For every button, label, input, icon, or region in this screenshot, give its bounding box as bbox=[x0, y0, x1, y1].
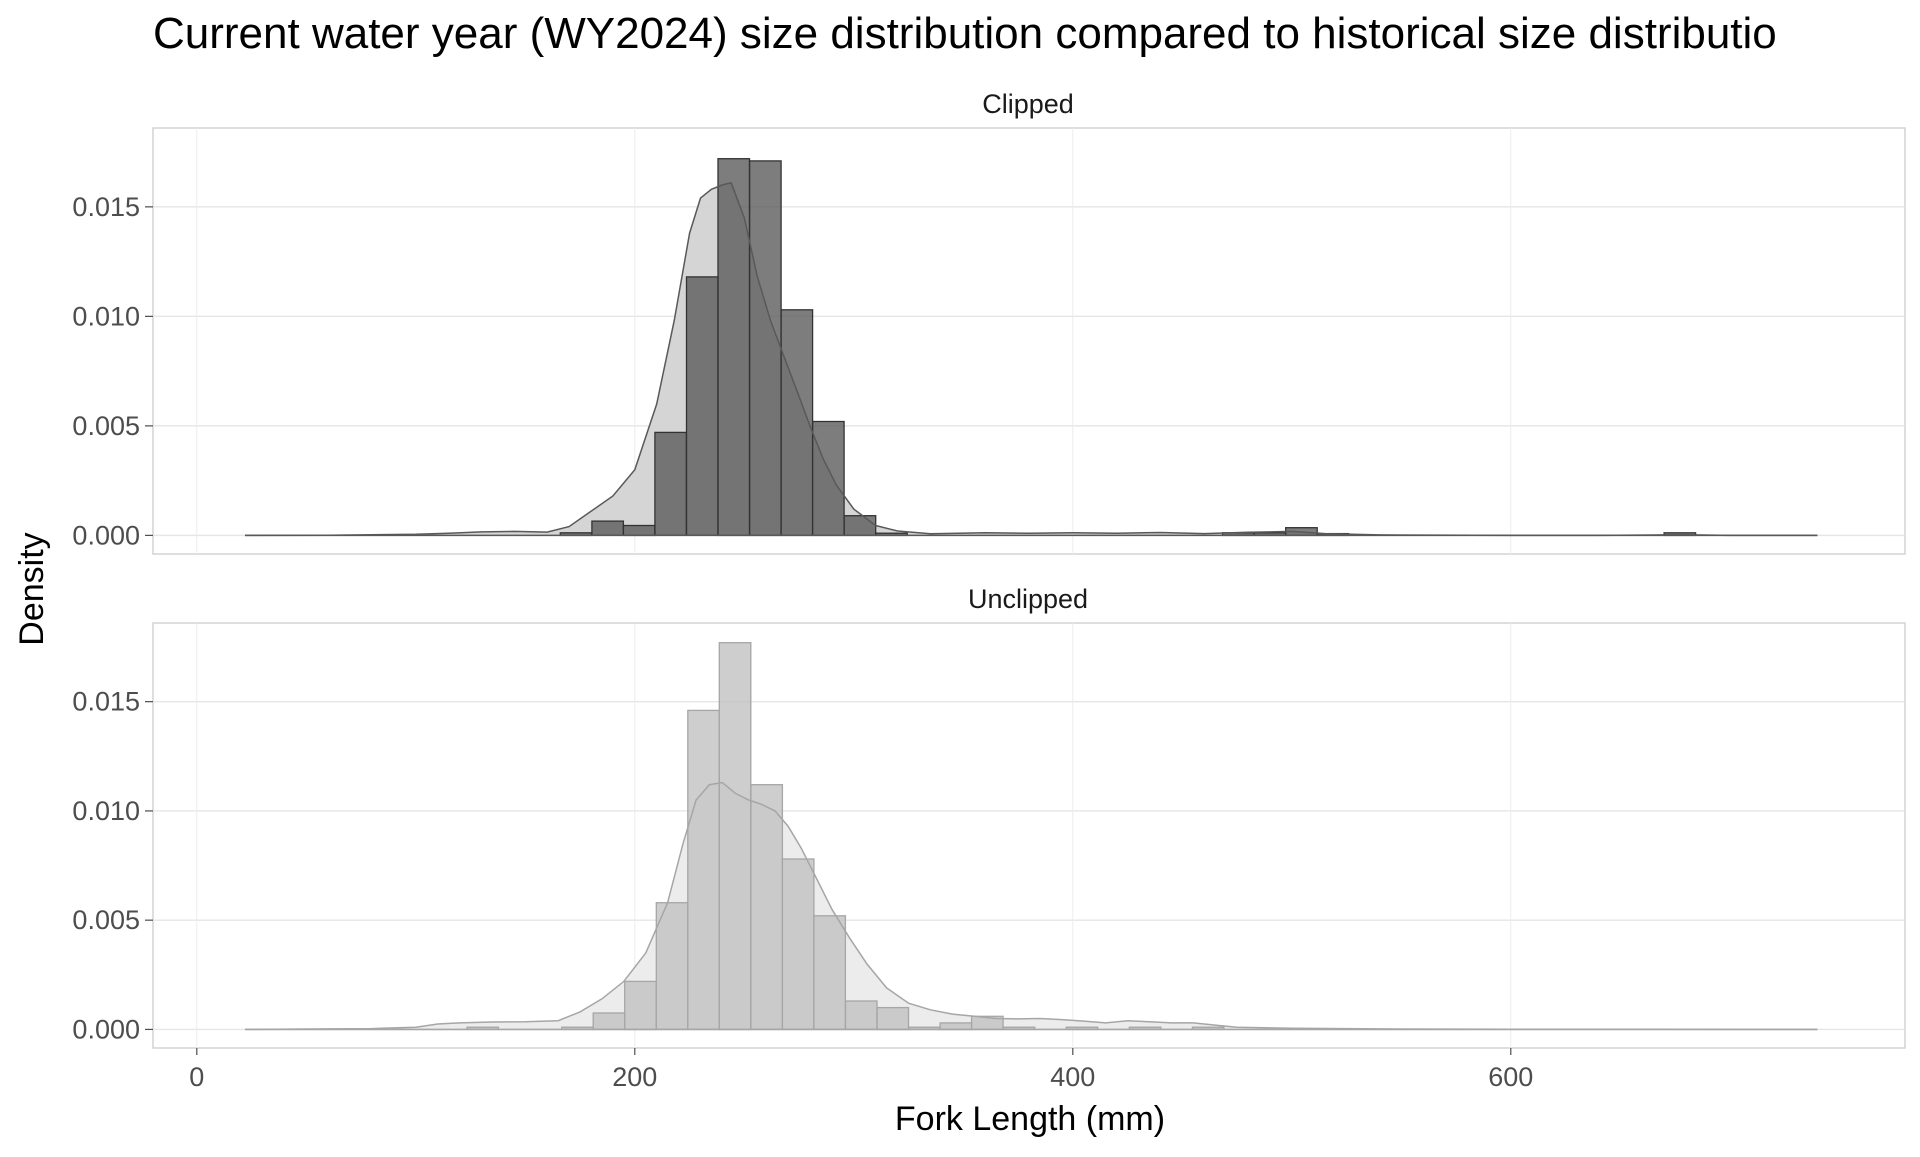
y-tick-label: 0.000 bbox=[72, 520, 140, 550]
density-line bbox=[244, 181, 1818, 537]
x-tick-label: 600 bbox=[1488, 1062, 1533, 1092]
y-tick-label: 0.010 bbox=[72, 301, 140, 331]
panel-unclipped: Unclipped 0.000 0.005 0.010 0.015 bbox=[72, 584, 1906, 1049]
x-axis-label: Fork Length (mm) bbox=[895, 1100, 1165, 1138]
y-tick-label: 0.000 bbox=[72, 1014, 140, 1044]
panel-clipped: Clipped 0.000 0.005 0.010 0.015 bbox=[72, 89, 1906, 555]
density-area bbox=[245, 782, 1818, 1030]
y-tick-label: 0.015 bbox=[72, 192, 140, 222]
histogram-bar bbox=[655, 902, 689, 1031]
histogram-bar bbox=[687, 709, 720, 1031]
y-tick-label: 0.005 bbox=[72, 411, 140, 441]
x-tick-label: 200 bbox=[612, 1062, 657, 1092]
chart-title: Current water year (WY2024) size distrib… bbox=[153, 9, 1777, 58]
histogram-bar bbox=[717, 158, 751, 537]
y-tick-label: 0.010 bbox=[72, 796, 140, 826]
y-tick-label: 0.005 bbox=[72, 905, 140, 935]
histogram-bar bbox=[781, 858, 815, 1031]
histogram-bar bbox=[685, 276, 719, 536]
histogram-bar bbox=[811, 420, 845, 537]
histogram-bar bbox=[624, 980, 657, 1031]
histogram-bar bbox=[622, 524, 656, 537]
histogram-bar bbox=[592, 1012, 626, 1031]
x-tick-label: 400 bbox=[1050, 1062, 1095, 1092]
histogram-bar bbox=[750, 784, 784, 1031]
histogram-bar bbox=[718, 642, 752, 1031]
histogram-bar bbox=[780, 309, 814, 537]
y-tick-label: 0.015 bbox=[72, 687, 140, 717]
panel-border bbox=[152, 127, 1906, 555]
strip-label: Clipped bbox=[982, 89, 1074, 119]
histogram-bar bbox=[843, 515, 877, 537]
histogram-bar bbox=[591, 520, 625, 536]
histogram-bar bbox=[876, 1006, 910, 1031]
density-line bbox=[244, 781, 1818, 1031]
histogram-bar bbox=[748, 160, 782, 537]
strip-label: Unclipped bbox=[968, 584, 1088, 614]
histogram-bar bbox=[654, 431, 688, 536]
histogram-bar bbox=[844, 1000, 878, 1031]
histogram-bar bbox=[939, 1022, 973, 1031]
panel-border bbox=[152, 622, 1906, 1049]
x-tick-label: 0 bbox=[189, 1062, 204, 1092]
x-axis: 0 200 400 600 bbox=[189, 1048, 1533, 1092]
y-axis-label: Density bbox=[13, 532, 51, 645]
histogram-bar bbox=[813, 915, 847, 1031]
